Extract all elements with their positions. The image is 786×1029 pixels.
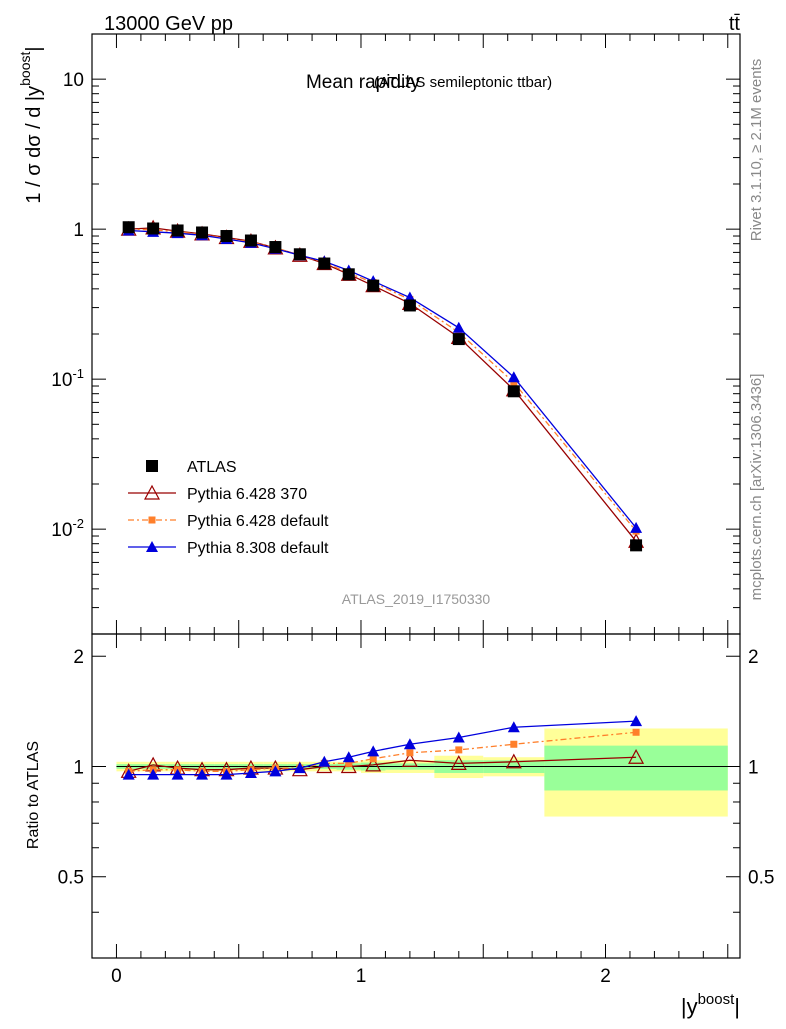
ratio-point-py6_370 [505,753,522,769]
ratio-point-py8_default [269,765,282,777]
ratio-point-py6_default [510,740,518,748]
point-data [342,268,355,281]
legend-marker-py6_default [148,516,156,524]
point-data [220,230,233,243]
point-data [269,241,282,254]
ratio-point-py8_default [507,721,520,733]
ratio-point-py8_default [318,755,331,767]
ratio-y-tick-label: 1 [73,757,84,778]
mcplots-label: mcplots.cern.ch [arXiv:1306.3436] [748,374,765,601]
point-data [507,385,520,398]
ratio-frame [91,633,741,959]
legend-label-data: ATLAS [187,459,237,476]
ratio-point-py6_default [455,746,463,754]
point-data [367,279,380,292]
point-data [122,221,135,234]
main-y-tick-label: 1 [73,220,84,241]
main-y-tick-label: 10-2 [51,516,84,541]
point-data [171,224,184,237]
legend-label-py6_370: Pythia 6.428 370 [187,486,307,503]
point-data [318,257,331,270]
main-subtitle: (ATLAS semileptonic ttbar) [374,74,552,91]
x-tick-label: 0 [111,966,122,987]
x-axis-label: |yboost| [681,991,740,1019]
ratio-point-py8_default [122,768,135,780]
ratio-y-tick-label-right: 2 [748,647,759,668]
legend-label-py6_default: Pythia 6.428 default [187,513,329,530]
rivet-label: Rivet 3.1.10, ≥ 2.1M events [748,59,765,242]
ratio-point-py8_default [244,766,257,778]
ratio-point-py6_370 [628,748,645,764]
legend-marker-py8_default [146,541,158,552]
legend-label-py8_default: Pythia 8.308 default [187,540,329,557]
main-y-axis-label: 1 / σ dσ / d |yboost| [17,46,45,203]
ratio-point-py6_default [632,728,640,736]
legend-marker-py6_370 [143,484,161,500]
point-data [147,222,160,235]
ratio-point-py8_default [403,738,416,750]
ratio-point-py8_default [630,715,643,727]
process-label: tt̄ [729,13,741,35]
main-y-tick-label: 10-1 [51,366,84,391]
band-inner-14 [544,745,728,791]
ratio-y-tick-label: 2 [73,647,84,668]
main-panel: 10 1 10-1 10-2 [51,33,741,635]
ratio-y-tick-label-right: 0.5 [748,868,774,889]
point-py8_default [452,321,465,333]
energy-label: 13000 GeV pp [104,13,233,35]
ratio-point-py6_default [369,755,377,763]
point-data [452,333,465,346]
main-y-tick-exp: -2 [72,516,84,531]
point-data [630,539,643,552]
point-data [196,226,209,239]
ratio-point-py6_370 [365,756,382,772]
ratio-point-py8_default [342,751,355,763]
ratio-y-axis-label: Ratio to ATLAS [25,741,42,849]
x-tick-label: 2 [600,966,611,987]
ratio-point-py8_default [147,768,160,780]
series-line-py8_default [128,229,637,529]
ratio-point-py6_default [345,759,353,767]
point-data [244,234,257,247]
ratio-point-py8_default [196,768,209,780]
legend-marker-data [146,460,158,472]
x-tick-label: 1 [356,966,367,987]
ratio-point-py6_default [406,749,414,757]
ratio-point-py8_default [171,768,184,780]
ratio-point-py6_370 [401,751,418,767]
main-y-tick-label: 10 [63,70,84,91]
main-y-tick-exp: -1 [72,366,84,381]
point-data [293,248,306,261]
analysis-label: ATLAS_2019_I1750330 [342,591,491,607]
ratio-panel: 0 1 2 2 2 1 1 0.5 0.5 [58,633,774,987]
point-py8_default [507,371,520,383]
main-title: Mean rapidity [306,72,421,93]
point-py8_default [630,521,643,533]
ratio-point-py8_default [293,762,306,774]
legend: ATLAS Pythia 6.428 370 Pythia 6.428 defaul… [128,459,329,557]
ratio-point-py6_370 [450,755,467,770]
ratio-y-tick-label-right: 1 [748,757,759,778]
ratio-point-py8_default [220,768,233,780]
ratio-point-py8_default [367,745,380,757]
ratio-y-tick-label: 0.5 [58,868,84,889]
point-py6_default [510,378,518,386]
ratio-point-py8_default [452,731,465,743]
point-data [403,299,416,312]
